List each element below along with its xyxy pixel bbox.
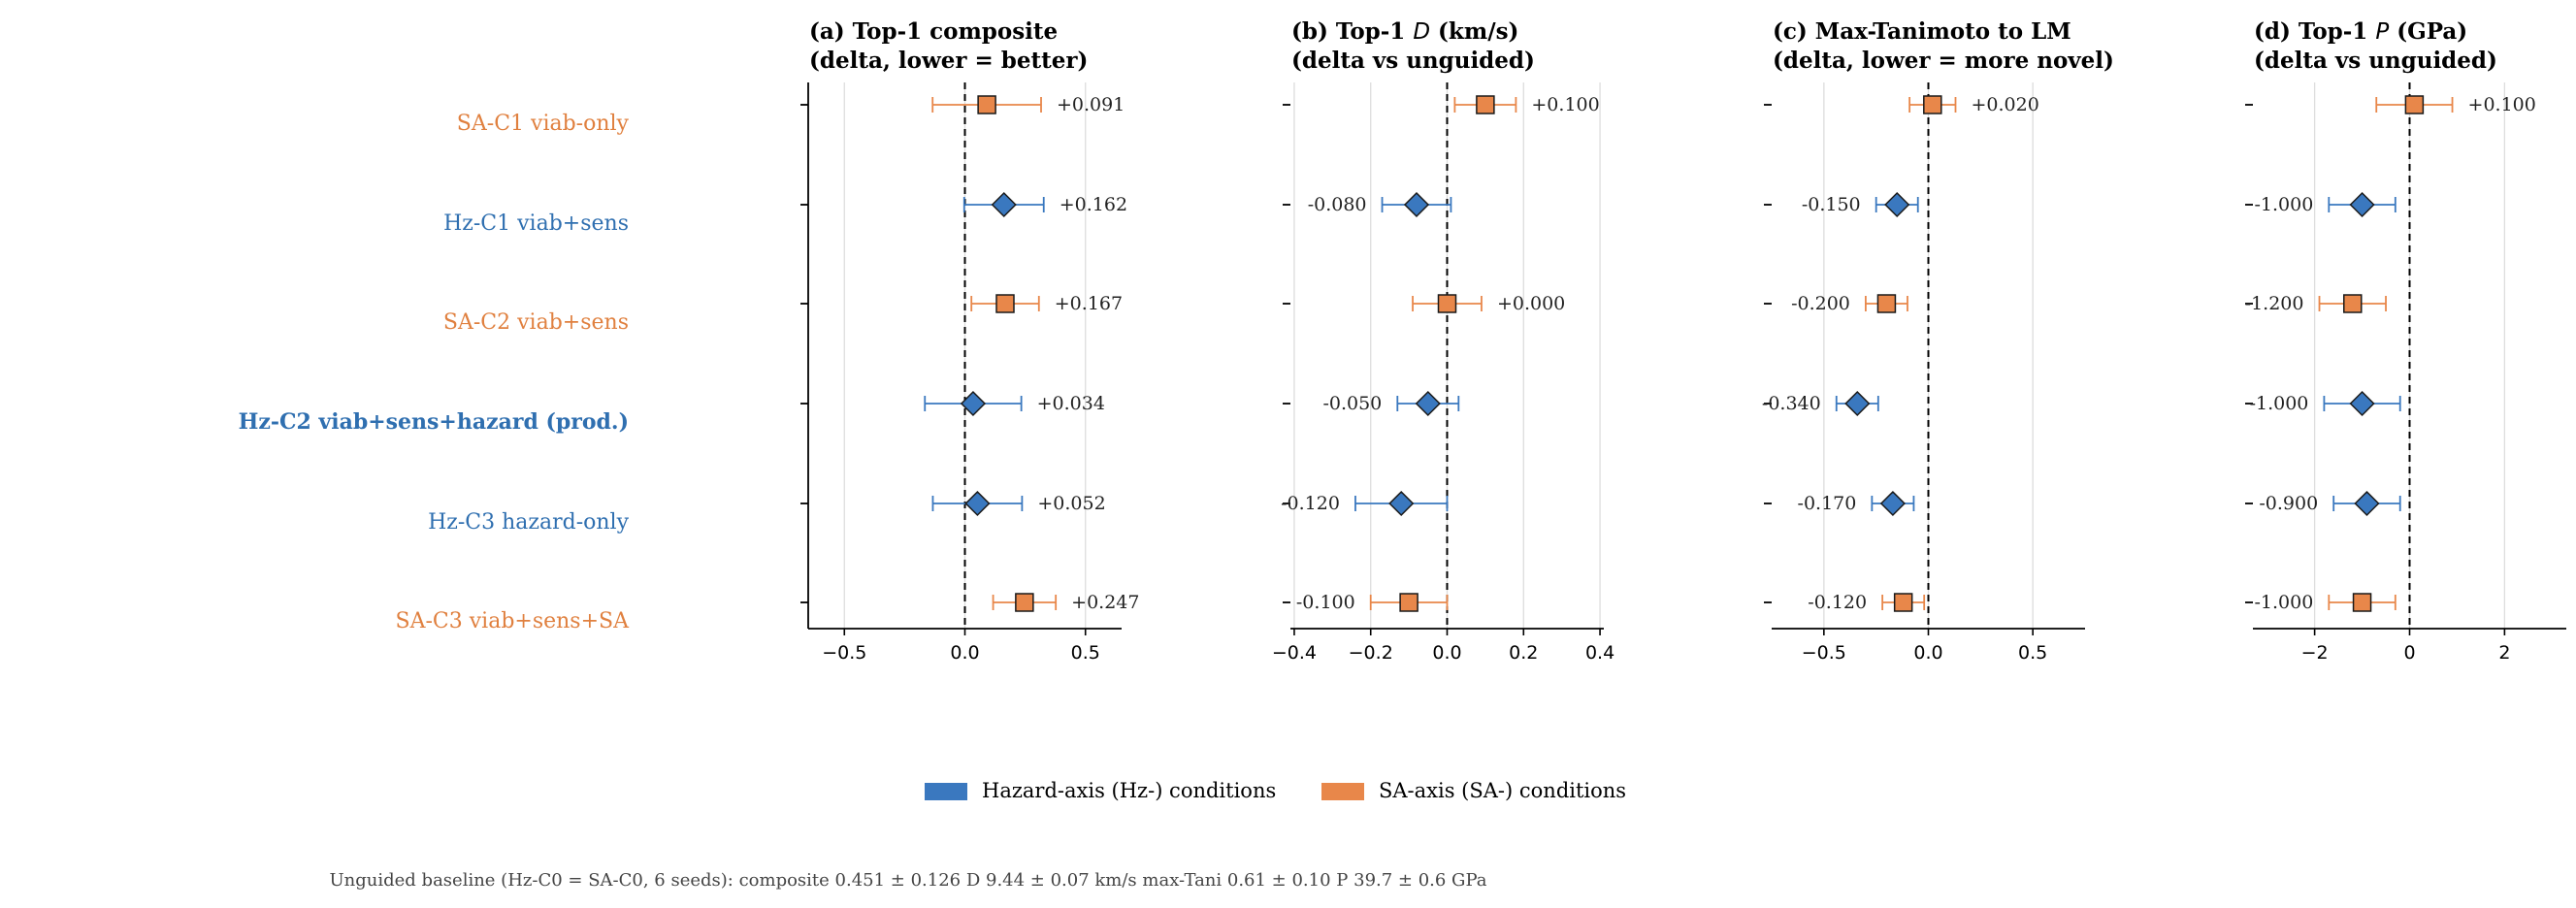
legend-label-sa: SA-axis (SA-) conditions (1379, 779, 1626, 802)
data-point-square (977, 95, 996, 114)
value-label: -0.050 (1322, 393, 1382, 414)
x-tick-label: 0.4 (1585, 642, 1614, 664)
condition-label: Hz-C3 hazard-only (428, 510, 630, 535)
value-label: -0.200 (1791, 293, 1850, 314)
x-tick-label: −2 (2301, 642, 2329, 664)
value-label: -0.150 (1802, 194, 1861, 215)
panel-c: (c) Max-Tanimoto to LM (delta, lower = mo… (1762, 18, 2114, 664)
x-tick-label: 0.0 (950, 642, 979, 664)
condition-label: Hz-C1 viab+sens (443, 211, 629, 236)
value-label: -1.000 (2254, 194, 2313, 215)
data-point-diamond (991, 191, 1017, 218)
value-label: +0.000 (1497, 293, 1565, 314)
x-tick-label: 0.0 (1432, 642, 1461, 664)
data-point-square (1399, 593, 1418, 612)
panel-title: (c) Max-Tanimoto to LM (1773, 18, 2071, 45)
x-tick-label: 2 (2498, 642, 2510, 664)
panel-subtitle: (delta vs unguided) (1291, 48, 1535, 74)
data-point-square (1876, 294, 1897, 313)
data-point-square (2343, 294, 2363, 313)
data-point-diamond (2349, 390, 2375, 417)
panel-title: (a) Top-1 composite (809, 18, 1058, 45)
value-label: +0.100 (1531, 94, 1599, 115)
value-label: -0.120 (1808, 592, 1867, 613)
value-label: -1.000 (2250, 393, 2309, 414)
value-label: +0.020 (1971, 94, 2038, 115)
panel-d: (d) Top-1 P (GPa) (delta vs unguided) −2 0 2… (2245, 18, 2566, 664)
panel-a: (a) Top-1 composite (delta, lower = bette… (800, 18, 1139, 664)
x-tick-label: −0.4 (1272, 642, 1317, 664)
data-point-square (1923, 95, 1942, 114)
row-labels: SA-C1 viab-only Hz-C1 viab+sens SA-C2 viab… (239, 112, 631, 633)
panel-subtitle: (delta, lower = better) (809, 48, 1088, 74)
data-point-square (2352, 593, 2372, 612)
x-tick-label: 0.5 (1071, 642, 1100, 664)
value-label: -0.120 (1281, 493, 1340, 514)
panel-subtitle: (delta, lower = more novel) (1773, 48, 2114, 74)
panel-title: (d) Top-1 P (GPa) (2254, 18, 2467, 45)
value-label: -0.340 (1762, 393, 1821, 414)
data-point-diamond (1884, 191, 1910, 218)
x-tick-label: 0.2 (1509, 642, 1538, 664)
x-tick-label: 0 (2403, 642, 2415, 664)
data-point-diamond (1403, 191, 1430, 218)
data-point-square (1015, 593, 1034, 612)
data-point-diamond (2354, 490, 2380, 517)
value-label: -1.200 (2245, 293, 2304, 314)
condition-label: Hz-C2 viab+sens+hazard (prod.) (239, 409, 629, 435)
value-label: -0.170 (1798, 493, 1857, 514)
data-point-square (2404, 95, 2425, 114)
baseline-footnote: Unguided baseline (Hz-C0 = SA-C0, 6 seed… (330, 870, 1487, 891)
x-tick-label: −0.2 (1349, 642, 1393, 664)
data-point-diamond (1844, 390, 1871, 417)
x-tick-label: −0.5 (822, 642, 866, 664)
chart-panels: (a) Top-1 composite (delta, lower = bette… (800, 18, 2566, 664)
data-point-square (1893, 593, 1913, 612)
data-point-diamond (1415, 390, 1441, 417)
condition-label: SA-C1 viab-only (457, 112, 630, 136)
value-label: +0.162 (1060, 194, 1127, 215)
value-label: -0.100 (1296, 592, 1355, 613)
data-point-square (1476, 95, 1495, 114)
data-point-diamond (1879, 490, 1906, 517)
value-label: +0.034 (1037, 393, 1105, 414)
data-point-diamond (2349, 191, 2375, 218)
value-label: +0.167 (1055, 293, 1123, 314)
legend-label-hz: Hazard-axis (Hz-) conditions (982, 779, 1276, 802)
condition-label: SA-C2 viab+sens (443, 310, 629, 335)
condition-label: SA-C3 viab+sens+SA (396, 609, 631, 633)
panel-subtitle: (delta vs unguided) (2254, 48, 2497, 74)
value-label: +0.247 (1071, 592, 1139, 613)
x-tick-label: −0.5 (1802, 642, 1846, 664)
x-tick-label: 0.5 (2018, 642, 2047, 664)
data-point-diamond (964, 490, 991, 517)
legend-swatch-hz (925, 783, 967, 800)
value-label: -0.080 (1308, 194, 1367, 215)
value-label: +0.091 (1057, 94, 1125, 115)
legend-swatch-sa (1321, 783, 1364, 800)
value-label: +0.052 (1037, 493, 1105, 514)
value-label: -0.900 (2259, 493, 2318, 514)
data-point-square (1437, 294, 1457, 313)
data-point-square (995, 294, 1015, 313)
panel-title: (b) Top-1 D (km/s) (1291, 18, 1518, 45)
value-label: +0.100 (2468, 94, 2536, 115)
data-point-diamond (1388, 490, 1415, 517)
x-tick-label: 0.0 (1913, 642, 1942, 664)
value-label: -1.000 (2254, 592, 2313, 613)
panel-b: (b) Top-1 D (km/s) (delta vs unguided) −0.… (1272, 18, 1614, 664)
data-point-diamond (960, 390, 987, 417)
legend: Hazard-axis (Hz-) conditions SA-axis (SA… (925, 779, 1626, 802)
